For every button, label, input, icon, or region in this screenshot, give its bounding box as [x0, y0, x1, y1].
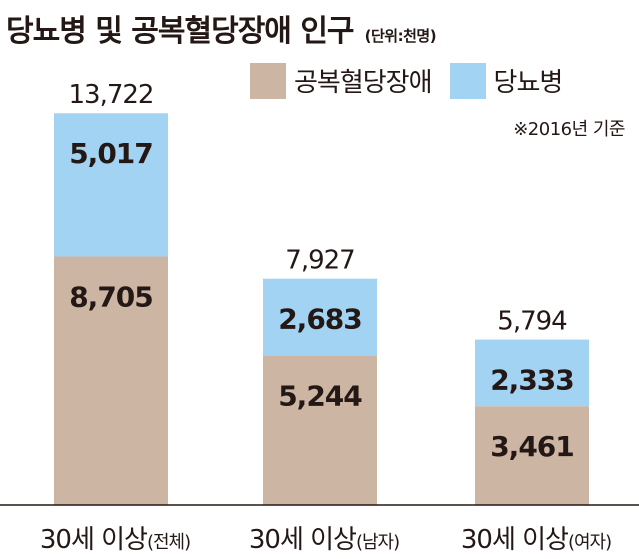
total-label: 5,794 — [497, 307, 567, 337]
data-label-diabetes: 2,333 — [490, 364, 574, 397]
chart-title: 당뇨병 및 공복혈당장애 인구 — [6, 14, 355, 49]
legend-swatch-impaired-fasting — [250, 62, 286, 99]
bar-segment-impaired-fasting — [263, 355, 377, 505]
category-label: 30세 이상(남자) — [249, 525, 399, 555]
data-label-diabetes: 5,017 — [69, 137, 153, 170]
chart-unit: (단위:천명) — [364, 27, 437, 45]
category-label: 30세 이상(전체) — [40, 525, 190, 555]
legend-label-impaired-fasting: 공복혈당장애 — [294, 68, 433, 98]
chart-legend: 공복혈당장애 당뇨병 — [250, 62, 564, 99]
total-label: 13,722 — [69, 80, 154, 110]
bar-segment-diabetes — [475, 339, 589, 407]
total-label: 7,927 — [285, 246, 354, 276]
bar-segment-impaired-fasting — [475, 406, 589, 505]
data-label-impaired-fasting: 3,461 — [490, 430, 574, 463]
data-label-impaired-fasting: 8,705 — [69, 280, 153, 313]
category-label: 30세 이상(여자) — [461, 525, 611, 555]
chart-note: ※2016년 기준 — [513, 119, 625, 140]
legend-item-diabetes: 당뇨병 — [449, 62, 564, 99]
bar-segment-impaired-fasting — [54, 256, 168, 505]
bar-segment-diabetes — [263, 278, 377, 356]
legend-item-impaired-fasting: 공복혈당장애 — [250, 62, 433, 99]
data-label-impaired-fasting: 5,244 — [278, 379, 362, 412]
data-label-diabetes: 2,683 — [278, 303, 362, 336]
chart-title-row: 당뇨병 및 공복혈당장애 인구 (단위:천명) — [6, 6, 437, 50]
legend-swatch-diabetes — [449, 62, 486, 99]
legend-label-diabetes: 당뇨병 — [493, 68, 564, 98]
bar-segment-diabetes — [54, 113, 168, 257]
